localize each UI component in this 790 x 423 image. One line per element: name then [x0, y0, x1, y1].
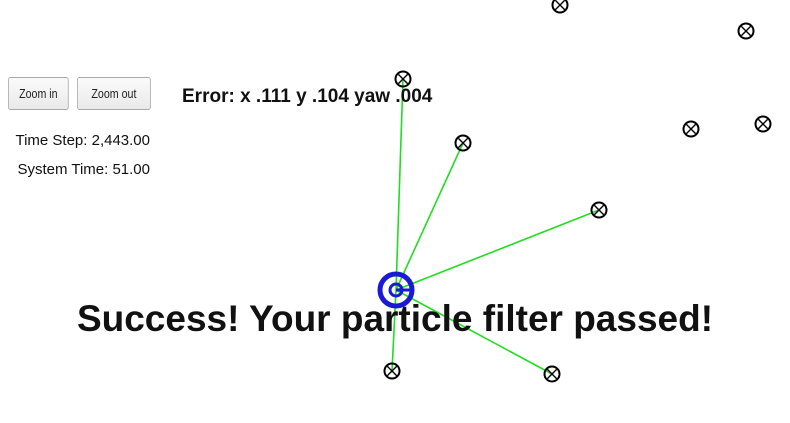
landmark-marker-icon [383, 362, 401, 380]
observation-line [395, 142, 464, 291]
system-time-readout: System Time: 51.00 [17, 161, 150, 178]
landmark-marker-icon [682, 120, 700, 138]
landmark-marker-icon [590, 201, 608, 219]
observation-line [395, 209, 600, 291]
observation-lines [391, 78, 600, 375]
landmark-marker-icon [454, 134, 472, 152]
zoom-in-button[interactable]: Zoom in [8, 77, 69, 110]
landmark-marker-icon [737, 22, 755, 40]
error-readout: Error: x .111 y .104 yaw .004 [182, 86, 433, 107]
observation-line [391, 289, 397, 372]
landmark-marker-icon [394, 70, 412, 88]
landmarks [383, 0, 772, 383]
landmark-marker-icon [543, 365, 561, 383]
zoom-out-button[interactable]: Zoom out [77, 77, 151, 110]
observation-line [395, 78, 404, 291]
vehicle-marker-icon [377, 271, 415, 309]
landmark-marker-icon [551, 0, 569, 14]
landmark-marker-icon [754, 115, 772, 133]
observation-line [395, 289, 553, 375]
time-step-readout: Time Step: 2,443.00 [15, 132, 150, 149]
